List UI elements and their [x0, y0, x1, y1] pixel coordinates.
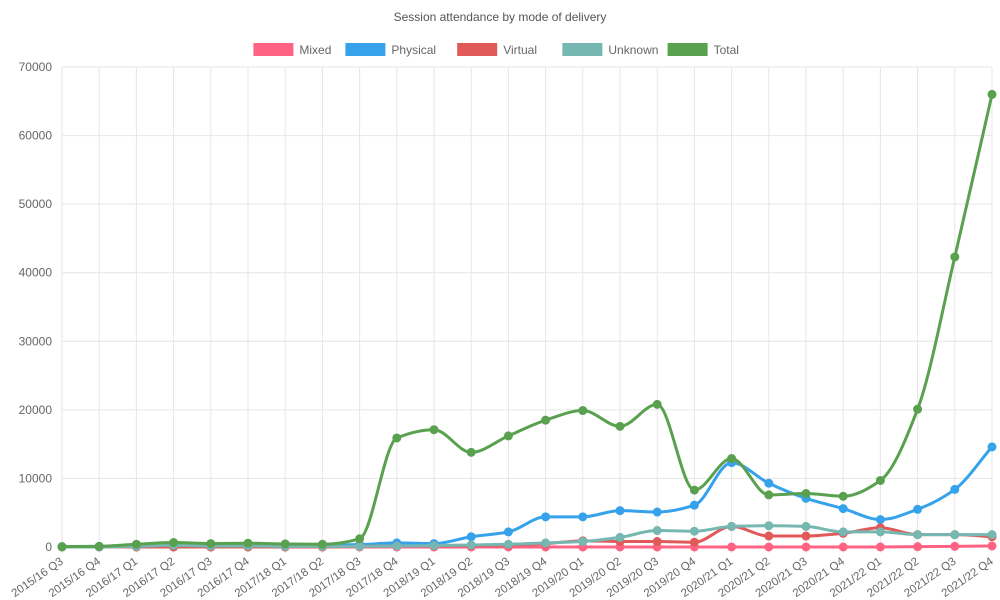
- data-point-unknown: [578, 537, 588, 547]
- data-point-physical: [615, 506, 625, 516]
- data-point-physical: [541, 512, 551, 522]
- data-point-mixed: [838, 542, 848, 552]
- data-point-total: [355, 534, 365, 544]
- data-point-physical: [689, 500, 699, 510]
- y-tick-label: 20000: [19, 403, 53, 417]
- data-point-unknown: [392, 541, 402, 551]
- data-point-total: [913, 404, 923, 414]
- data-point-total: [764, 490, 774, 500]
- data-point-physical: [875, 515, 885, 525]
- data-point-physical: [578, 512, 588, 522]
- data-point-total: [94, 541, 104, 551]
- y-tick-label: 0: [45, 540, 52, 554]
- data-point-physical: [503, 527, 513, 537]
- data-point-total: [392, 433, 402, 443]
- data-point-mixed: [913, 542, 923, 552]
- data-point-total: [243, 538, 253, 548]
- y-tick-label: 10000: [19, 471, 53, 485]
- y-tick-label: 50000: [19, 197, 53, 211]
- data-point-unknown: [764, 521, 774, 531]
- data-point-total: [131, 539, 141, 549]
- legend-swatch-unknown: [562, 43, 603, 56]
- data-point-total: [987, 89, 997, 99]
- data-point-unknown: [727, 521, 737, 531]
- data-point-physical: [913, 504, 923, 514]
- legend-label-mixed: Mixed: [299, 43, 331, 57]
- data-point-virtual: [764, 531, 774, 541]
- data-point-physical: [987, 442, 997, 452]
- data-point-total: [280, 539, 290, 549]
- legend-label-virtual: Virtual: [503, 43, 537, 57]
- data-point-total: [466, 447, 476, 457]
- y-axis: 0 10000 20000 30000 40000 50000 60000 70000: [19, 60, 53, 554]
- data-point-total: [169, 538, 179, 548]
- data-point-unknown: [652, 526, 662, 536]
- data-point-physical: [950, 484, 960, 494]
- data-point-unknown: [355, 541, 365, 551]
- data-point-unknown: [987, 530, 997, 540]
- y-tick-label: 70000: [19, 60, 53, 74]
- data-point-total: [57, 542, 67, 552]
- data-point-unknown: [615, 532, 625, 542]
- data-point-mixed: [950, 541, 960, 551]
- series-layer: [57, 89, 997, 552]
- data-point-total: [875, 475, 885, 485]
- data-point-total: [578, 406, 588, 416]
- legend-label-unknown: Unknown: [608, 43, 658, 57]
- data-point-unknown: [466, 540, 476, 550]
- legend-swatch-total: [667, 43, 708, 56]
- data-point-mixed: [764, 542, 774, 552]
- data-point-total: [652, 399, 662, 409]
- data-point-physical: [838, 504, 848, 514]
- legend-swatch-mixed: [253, 43, 294, 56]
- grid: [61, 66, 993, 553]
- data-point-total: [727, 454, 737, 464]
- data-point-total: [206, 539, 216, 549]
- data-point-physical: [764, 478, 774, 488]
- series-physical: [57, 442, 997, 552]
- legend-swatch-physical: [345, 43, 386, 56]
- legend: Mixed Physical Virtual Unknown Total: [253, 43, 739, 57]
- y-tick-label: 60000: [19, 129, 53, 143]
- data-point-total: [503, 431, 513, 441]
- data-point-unknown: [801, 521, 811, 531]
- data-point-total: [838, 491, 848, 501]
- data-point-virtual: [652, 537, 662, 547]
- chart-title: Session attendance by mode of delivery: [394, 10, 607, 24]
- data-point-unknown: [838, 527, 848, 537]
- data-point-total: [541, 415, 551, 425]
- legend-label-physical: Physical: [391, 43, 436, 57]
- data-point-unknown: [875, 527, 885, 537]
- data-point-total: [615, 421, 625, 431]
- data-point-physical: [466, 532, 476, 542]
- data-point-total: [950, 252, 960, 262]
- data-point-unknown: [541, 538, 551, 548]
- data-point-virtual: [689, 537, 699, 547]
- legend-label-total: Total: [714, 43, 739, 57]
- y-tick-label: 30000: [19, 334, 53, 348]
- data-point-total: [317, 539, 327, 549]
- data-point-mixed: [875, 542, 885, 552]
- data-point-unknown: [429, 541, 439, 551]
- series-total: [57, 89, 997, 552]
- data-point-physical: [652, 507, 662, 517]
- data-point-unknown: [913, 530, 923, 540]
- data-point-total: [429, 425, 439, 435]
- data-point-total: [801, 489, 811, 499]
- legend-swatch-virtual: [457, 43, 498, 56]
- data-point-virtual: [801, 531, 811, 541]
- y-tick-label: 40000: [19, 266, 53, 280]
- data-point-mixed: [727, 542, 737, 552]
- data-point-mixed: [987, 541, 997, 551]
- data-point-unknown: [503, 539, 513, 549]
- data-point-unknown: [950, 530, 960, 540]
- data-point-mixed: [801, 542, 811, 552]
- data-point-total: [689, 485, 699, 495]
- data-point-unknown: [689, 526, 699, 536]
